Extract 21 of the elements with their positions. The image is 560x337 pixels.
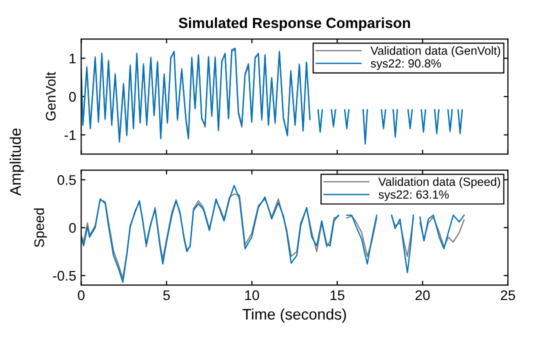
y-tick-label: -1 xyxy=(64,130,76,140)
chart-title: Simulated Response Comparison xyxy=(178,17,410,32)
x-axis-title: Time (seconds) xyxy=(242,308,346,323)
y-tick-label: 0 xyxy=(69,92,76,102)
y-tick-label: 0 xyxy=(69,222,76,233)
text: Amplitude xyxy=(10,128,24,196)
y-tick-label: 0.5 xyxy=(58,175,76,185)
y-tick-label: -0.5 xyxy=(53,270,76,281)
y-axis-title: Speed xyxy=(34,208,47,248)
x-tick-label: 15 xyxy=(330,290,344,300)
x-tick-label: 0 xyxy=(78,290,85,300)
x-tick-label: 20 xyxy=(416,290,430,300)
x-tick-label: 5 xyxy=(163,290,170,300)
x-tick-label: 25 xyxy=(500,290,516,300)
legend-label: Validation data (Speed) xyxy=(378,177,500,188)
legend-label: Validation data (GenVolt) xyxy=(370,46,500,58)
y-tick-label: 1 xyxy=(70,54,76,64)
x-tick-label: 10 xyxy=(245,290,260,300)
legend-label: sys22: 63.1% xyxy=(378,190,449,202)
y-axis-title: GenVolt xyxy=(45,72,56,121)
legend-label: sys22: 90.8% xyxy=(370,59,441,70)
